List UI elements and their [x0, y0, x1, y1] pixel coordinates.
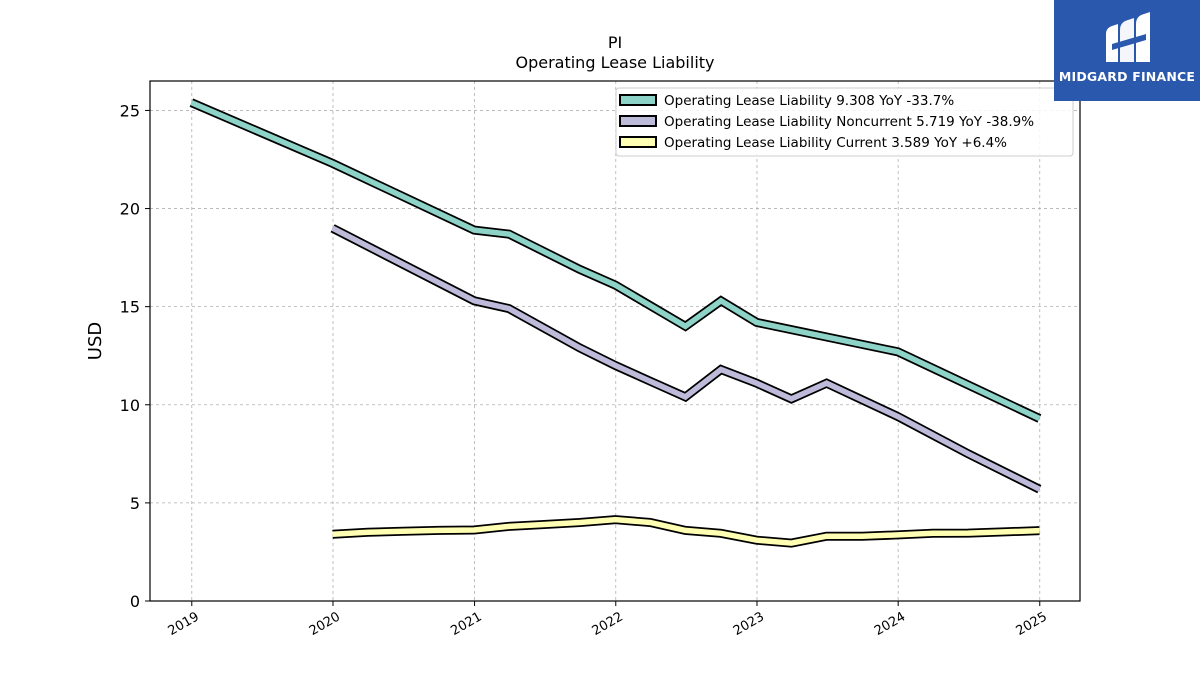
- y-axis-label: USD: [85, 322, 106, 360]
- logo-text: MIDGARD FINANCE: [1058, 69, 1196, 84]
- y-tick-label: 15: [120, 298, 140, 317]
- logo-mark-icon: [1106, 12, 1150, 62]
- y-tick-label: 25: [120, 101, 140, 120]
- y-tick-label: 0: [130, 592, 140, 611]
- x-tick-label: 2021: [448, 609, 484, 639]
- x-tick-label: 2024: [872, 609, 908, 639]
- x-tick-label: 2023: [731, 609, 767, 639]
- legend-label-0: Operating Lease Liability 9.308 YoY -33.…: [664, 93, 954, 109]
- plot-frame: [149, 80, 1081, 602]
- y-tick-label: 10: [120, 396, 140, 415]
- y-tick-label: 5: [130, 494, 140, 513]
- series-lines: [189, 98, 1042, 548]
- y-axis-ticks: 0 5 10 15 20 25: [120, 101, 150, 611]
- x-tick-label: 2022: [590, 609, 626, 639]
- legend: Operating Lease Liability 9.308 YoY -33.…: [615, 87, 1074, 157]
- legend-label-1: Operating Lease Liability Noncurrent 5.7…: [664, 114, 1034, 130]
- series-line-outline-1: [330, 224, 1042, 494]
- legend-swatch-2: [619, 136, 657, 148]
- x-tick-label: 2020: [307, 609, 343, 639]
- series-line-0: [190, 100, 1041, 421]
- x-tick-label: 2025: [1014, 609, 1050, 639]
- chart-title: PI: [608, 33, 622, 52]
- legend-swatch-0: [619, 94, 657, 106]
- series-line-2: [332, 516, 1040, 546]
- midgard-finance-logo: MIDGARD FINANCE: [1054, 0, 1200, 101]
- series-line-1: [331, 225, 1041, 492]
- y-tick-label: 20: [120, 200, 140, 219]
- x-axis-ticks: 2019 2020 2021 2022 2023 2024 2025: [166, 601, 1050, 639]
- x-tick-label: 2019: [166, 609, 202, 639]
- legend-box: [615, 87, 1074, 157]
- legend-swatch-1: [619, 115, 657, 127]
- legend-label-2: Operating Lease Liability Current 3.589 …: [664, 135, 1007, 151]
- chart-subtitle: Operating Lease Liability: [515, 53, 714, 72]
